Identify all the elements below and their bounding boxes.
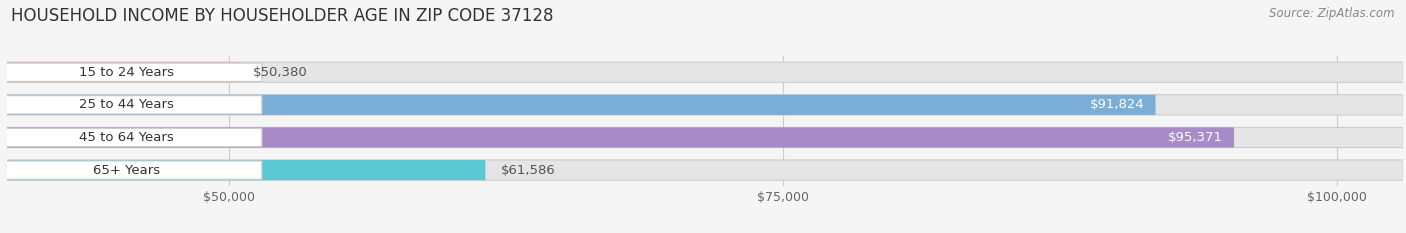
FancyBboxPatch shape: [7, 127, 1234, 147]
Text: $61,586: $61,586: [501, 164, 555, 177]
FancyBboxPatch shape: [7, 62, 1403, 82]
Text: 65+ Years: 65+ Years: [93, 164, 160, 177]
FancyBboxPatch shape: [7, 95, 1156, 115]
Text: HOUSEHOLD INCOME BY HOUSEHOLDER AGE IN ZIP CODE 37128: HOUSEHOLD INCOME BY HOUSEHOLDER AGE IN Z…: [11, 7, 554, 25]
Text: $50,380: $50,380: [253, 66, 308, 79]
Text: 45 to 64 Years: 45 to 64 Years: [79, 131, 174, 144]
FancyBboxPatch shape: [7, 95, 1403, 115]
FancyBboxPatch shape: [0, 63, 262, 81]
FancyBboxPatch shape: [0, 161, 262, 179]
FancyBboxPatch shape: [0, 96, 262, 114]
Text: 15 to 24 Years: 15 to 24 Years: [79, 66, 174, 79]
Text: 25 to 44 Years: 25 to 44 Years: [79, 98, 174, 111]
Text: Source: ZipAtlas.com: Source: ZipAtlas.com: [1270, 7, 1395, 20]
Text: $95,371: $95,371: [1168, 131, 1223, 144]
FancyBboxPatch shape: [7, 160, 485, 180]
Text: $91,824: $91,824: [1090, 98, 1144, 111]
FancyBboxPatch shape: [7, 127, 1403, 147]
FancyBboxPatch shape: [0, 128, 262, 147]
FancyBboxPatch shape: [7, 62, 238, 82]
FancyBboxPatch shape: [7, 160, 1403, 180]
